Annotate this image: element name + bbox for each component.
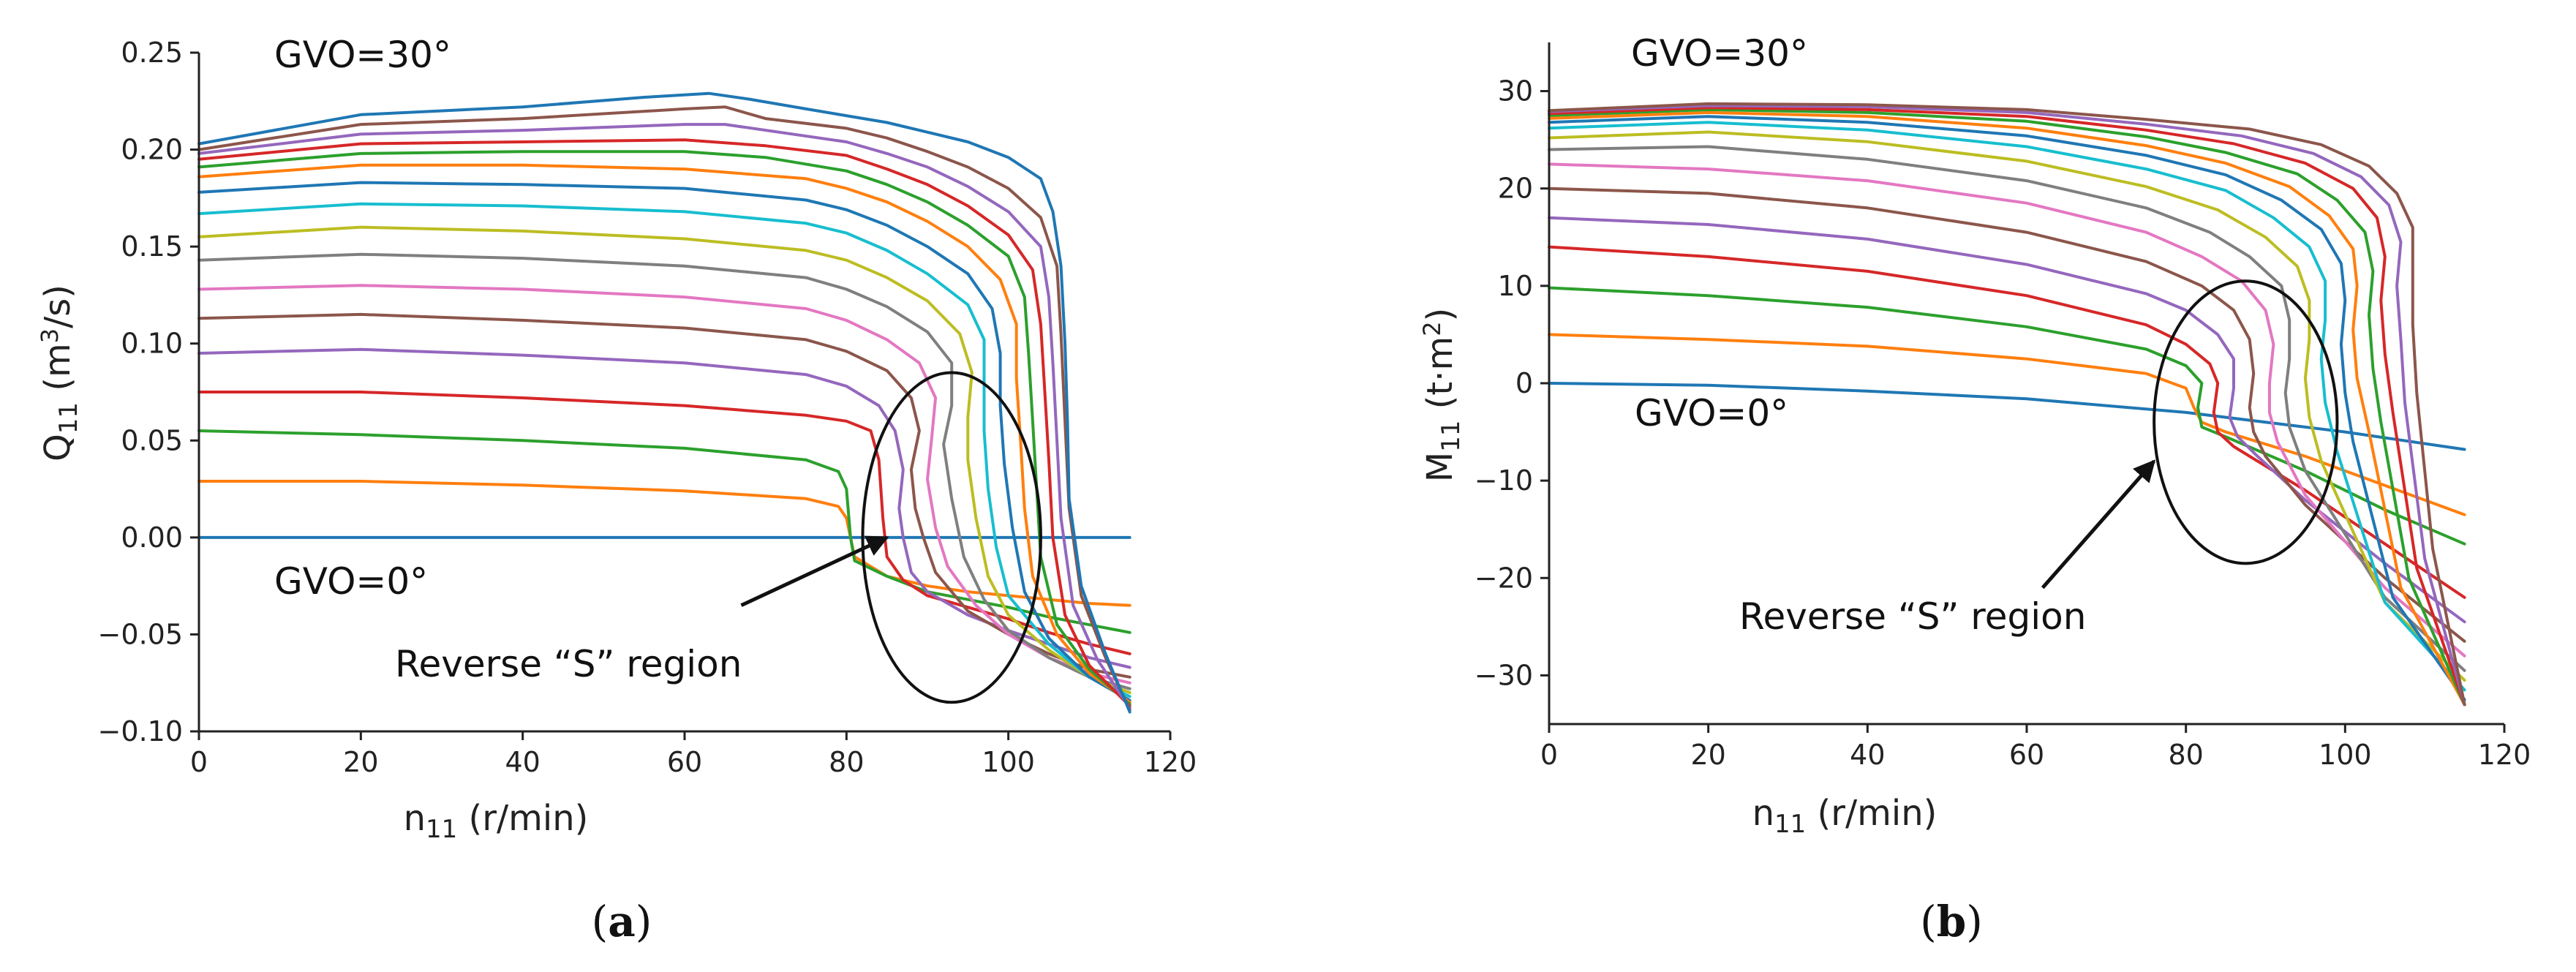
reverse-s-region-label-a: Reverse “S” region: [395, 643, 742, 685]
y-tick-label-b: 10: [1498, 270, 1533, 302]
y-tick-label-b: −30: [1475, 659, 1533, 691]
y-tick-label-a: 0.10: [121, 328, 183, 360]
series-line-a-10: [197, 181, 1131, 702]
gvo-30-label-b: GVO=30°: [1631, 32, 1808, 75]
series-line-a-16: [197, 91, 1131, 714]
annotations-b: GVO=30° GVO=0° Reverse “S” region: [1631, 32, 2339, 638]
series-line-a-3: [197, 391, 1131, 655]
series-line-a-2: [197, 429, 1131, 634]
series-line-b-6: [1548, 162, 2466, 658]
reverse-s-ellipse-a: [861, 371, 1042, 704]
series-line-a-13: [197, 138, 1131, 708]
y-tick-label-b: 30: [1498, 75, 1533, 108]
y-tick-label-a: 0.05: [121, 424, 183, 456]
series-line-b-9: [1548, 121, 2466, 692]
y-tick-label-b: 0: [1515, 367, 1533, 399]
x-tick-label-b: 60: [2009, 739, 2044, 771]
ticks-a: 0 20 40 60 80 100 120 −0.10 −0.05 0.00 0.05 0.10 0.1…: [98, 37, 1197, 778]
y-tick-label-a: −0.10: [98, 715, 183, 747]
x-tick-label-b: 80: [2168, 739, 2203, 771]
x-tick-label-b: 100: [2319, 739, 2372, 771]
x-tick-label-a: 40: [505, 746, 540, 778]
series-line-b-11: [1548, 110, 2466, 707]
y-tick-label-a: 0.25: [121, 37, 183, 69]
x-tick-label-a: 80: [829, 746, 864, 778]
x-axis-title-a: n11 (r/min): [404, 798, 589, 844]
reverse-s-ellipse-b: [2153, 279, 2339, 565]
series-line-a-7: [197, 252, 1131, 690]
annotations-a: GVO=30° GVO=0° Reverse “S” region: [274, 34, 1042, 704]
x-tick-label-a: 100: [982, 746, 1035, 778]
series-line-a-8: [197, 225, 1131, 694]
series-line-b-13: [1548, 106, 2466, 707]
series-line-a-4: [197, 347, 1131, 669]
y-tick-label-b: −10: [1475, 464, 1533, 497]
y-axis-title-a: Q11 (m3/s): [36, 285, 83, 461]
y-tick-label-a: 0.20: [121, 134, 183, 166]
series-line-b-10: [1548, 115, 2466, 701]
x-axis-title-b: n11 (r/min): [1752, 793, 1937, 839]
y-tick-label-a: −0.05: [98, 618, 183, 650]
y-tick-label-a: 0.15: [121, 230, 183, 263]
annotation-arrow-b: [2041, 459, 2156, 589]
series-line-a-9: [197, 202, 1131, 698]
series-line-a-6: [197, 284, 1131, 685]
series-line-a-12: [197, 150, 1131, 706]
series-line-b-15: [1548, 102, 2466, 707]
series-line-a-14: [197, 123, 1131, 710]
gvo-30-label-a: GVO=30°: [274, 34, 451, 76]
gvo-0-label-a: GVO=0°: [274, 560, 428, 603]
x-tick-label-b: 120: [2478, 739, 2531, 771]
panel-label-b: (b): [1920, 897, 1983, 946]
x-tick-label-a: 60: [667, 746, 702, 778]
chart-panel-a: 0 20 40 60 80 100 120 −0.10 −0.05 0.00 0.05 0.10 0.1…: [36, 34, 1197, 946]
series-line-b-12: [1548, 108, 2466, 707]
x-tick-label-a: 0: [190, 746, 208, 778]
series-line-b-8: [1548, 130, 2466, 682]
y-axis-title-b: M11 (t·m2): [1418, 308, 1466, 483]
series-line-b-7: [1548, 145, 2466, 672]
ticks-b: 0 20 40 60 80 100 120 −30 −20 −10 0 10 20 30: [1475, 75, 2531, 771]
x-tick-label-b: 0: [1540, 739, 1558, 771]
series-line-b-1: [1548, 333, 2466, 516]
series-layer-b: [1548, 102, 2466, 707]
x-tick-label-b: 40: [1850, 739, 1885, 771]
series-line-b-3: [1548, 245, 2466, 599]
y-tick-label-b: 20: [1498, 173, 1533, 205]
x-tick-label-a: 120: [1144, 746, 1197, 778]
reverse-s-region-label-b: Reverse “S” region: [1739, 595, 2086, 638]
y-tick-label-b: −20: [1475, 562, 1533, 594]
panel-label-a: (a): [592, 897, 652, 946]
gvo-0-label-b: GVO=0°: [1635, 392, 1788, 434]
x-tick-label-a: 20: [343, 746, 378, 778]
annotation-arrow-a: [740, 535, 889, 607]
y-tick-label-a: 0.00: [121, 521, 183, 554]
series-line-b-14: [1548, 104, 2466, 707]
series-line-b-0: [1548, 382, 2466, 451]
x-tick-label-b: 20: [1690, 739, 1725, 771]
series-layer-a: [197, 91, 1131, 714]
series-line-b-5: [1548, 187, 2466, 643]
